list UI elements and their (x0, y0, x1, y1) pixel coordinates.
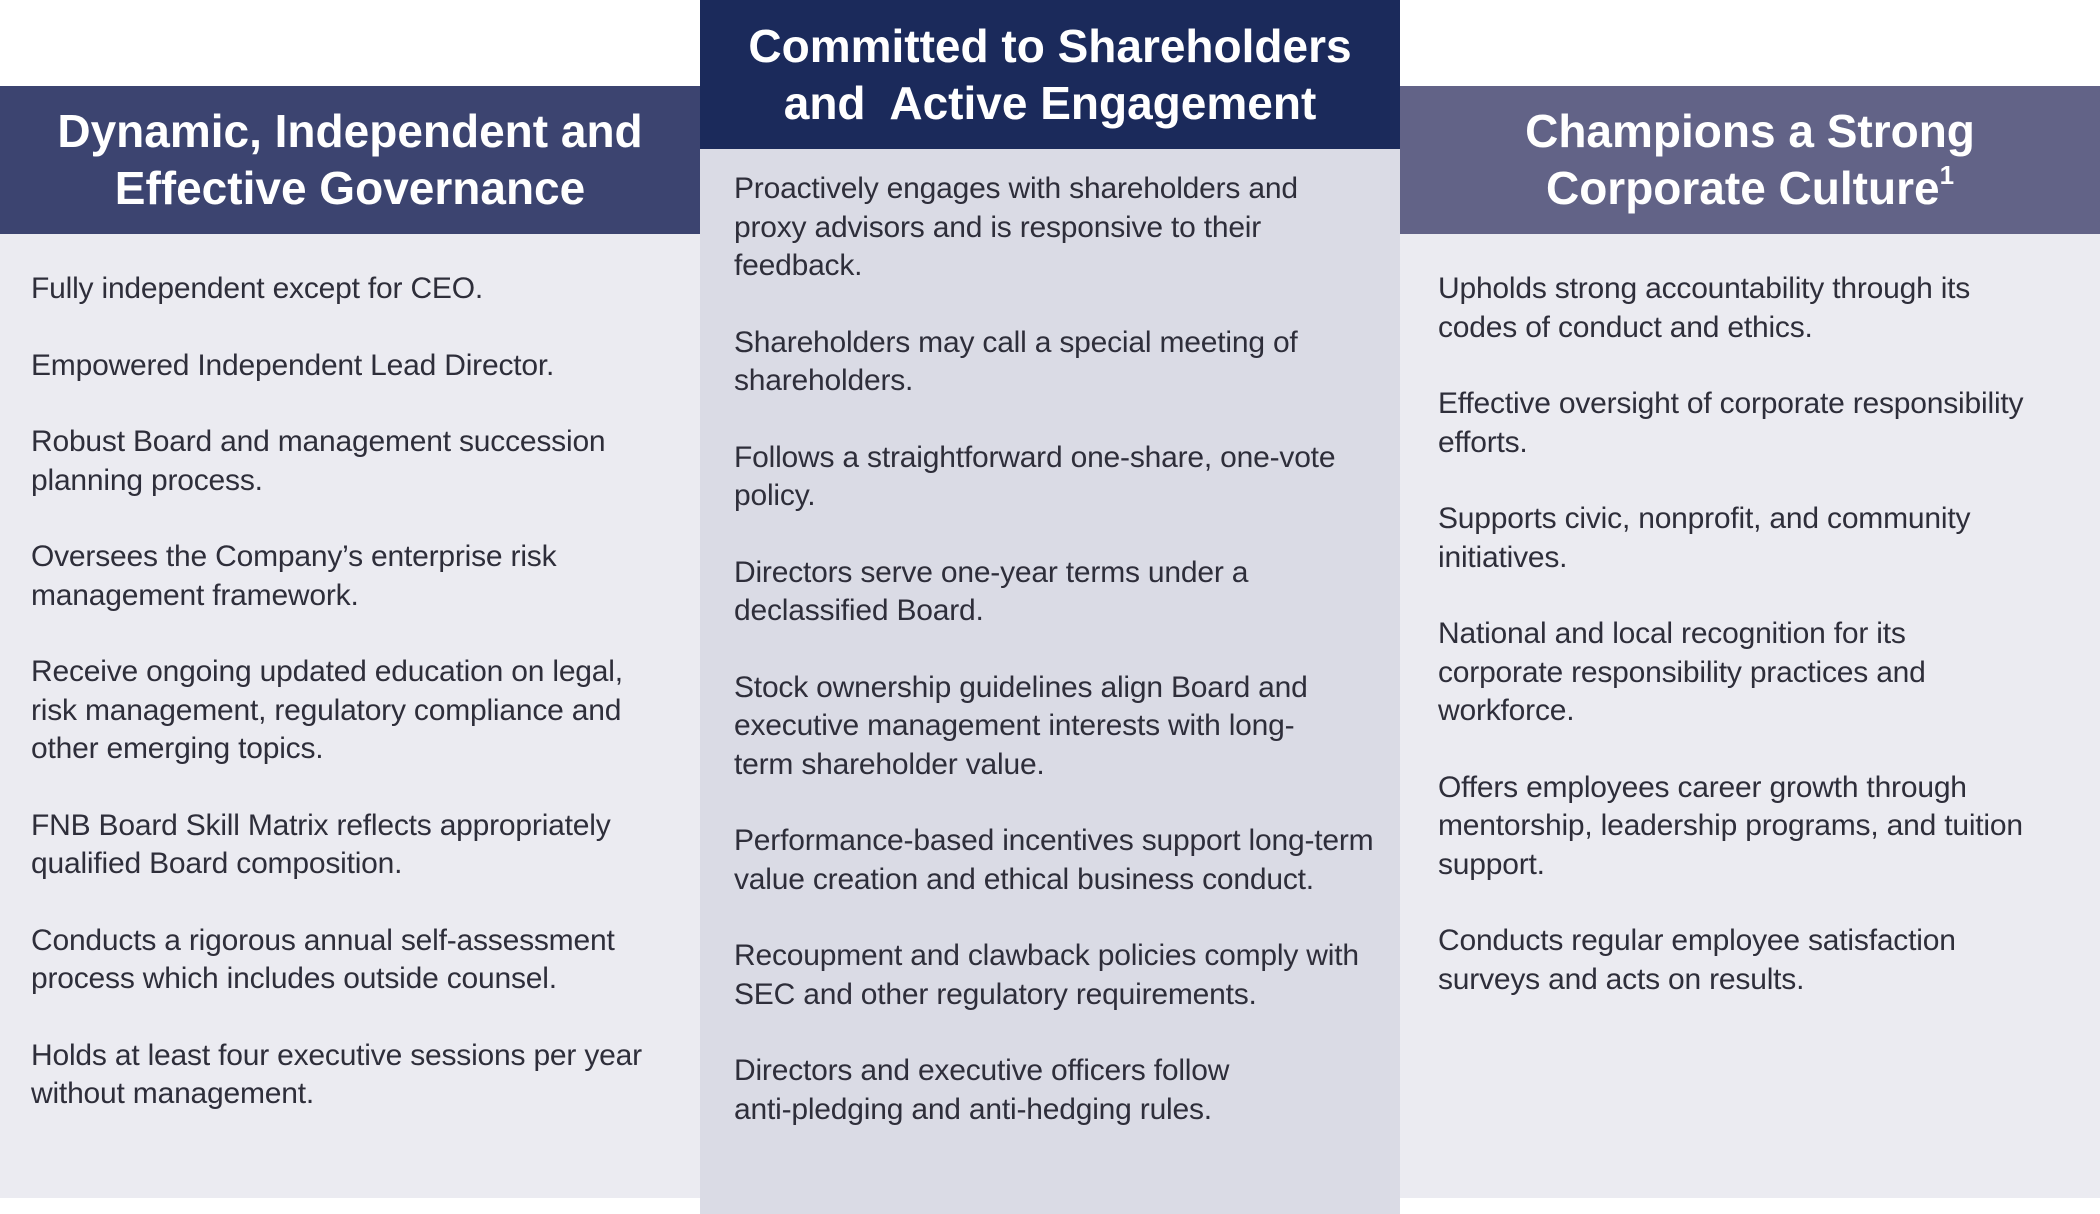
shareholder-engagement-item: Directors and executive officers follow … (734, 1054, 1230, 1126)
shareholder-engagement-item: Performance-based incentives support lon… (734, 824, 1374, 896)
shareholder-engagement-item: Proactively engages with shareholders an… (734, 172, 1298, 282)
corporate-culture-list: Upholds strong accountability through it… (1400, 234, 2100, 999)
governance-item: Oversees the Company’s enterprise risk m… (31, 540, 557, 612)
governance-item: Robust Board and management succession p… (31, 425, 606, 497)
corporate-culture-item: Conducts regular employee satisfaction s… (1438, 924, 1956, 996)
corporate-culture-item: Upholds strong accountability through it… (1438, 272, 1971, 344)
shareholder-engagement-list: Proactively engages with shareholders an… (700, 149, 1400, 1129)
shareholder-engagement-item: Shareholders may call a special meeting … (734, 325, 1298, 398)
governance-item: Receive ongoing updated education on leg… (31, 655, 623, 765)
corporate-culture-title: Champions a Strong Corporate Culture1 (1470, 103, 2030, 217)
shareholder-engagement-item: Follows a straightforward one-share, one… (734, 440, 1336, 513)
governance-title: Dynamic, Independent and Effective Gover… (57, 105, 643, 214)
footnote-marker: 1 (1939, 159, 1955, 190)
governance-item: FNB Board Skill Matrix reflects appropri… (31, 808, 611, 881)
shareholder-engagement-title: Committed to Shareholders and Active Eng… (748, 19, 1365, 129)
governance-list: Fully independent except for CEO. Empowe… (0, 234, 700, 1114)
shareholder-engagement-column: Committed to Shareholders and Active Eng… (700, 0, 1400, 1214)
corporate-culture-item: Supports civic, nonprofit, and community… (1438, 502, 1971, 574)
governance-header: Dynamic, Independent and Effective Gover… (0, 86, 700, 234)
shareholder-engagement-header: Committed to Shareholders and Active Eng… (700, 0, 1400, 149)
corporate-culture-item: National and local recognition for its c… (1438, 617, 1926, 727)
shareholder-engagement-item: Stock ownership guidelines align Board a… (734, 670, 1308, 781)
corporate-culture-header: Champions a Strong Corporate Culture1 (1400, 86, 2100, 234)
governance-item: Fully independent except for CEO. (31, 272, 483, 305)
governance-column: Dynamic, Independent and Effective Gover… (0, 86, 700, 1198)
corporate-culture-item: Offers employees career growth through m… (1438, 770, 2023, 881)
shareholder-engagement-item: Recoupment and clawback policies comply … (734, 939, 1359, 1011)
corporate-culture-title-text: Champions a Strong Corporate Culture (1525, 105, 1975, 214)
governance-item: Holds at least four executive sessions p… (31, 1038, 642, 1111)
shareholder-engagement-item: Directors serve one-year terms under a d… (734, 555, 1249, 628)
governance-item: Conducts a rigorous annual self-assessme… (31, 923, 615, 996)
corporate-culture-item: Effective oversight of corporate respons… (1438, 387, 2024, 459)
governance-item: Empowered Independent Lead Director. (31, 348, 555, 382)
corporate-culture-column: Champions a Strong Corporate Culture1 Up… (1400, 86, 2100, 1198)
